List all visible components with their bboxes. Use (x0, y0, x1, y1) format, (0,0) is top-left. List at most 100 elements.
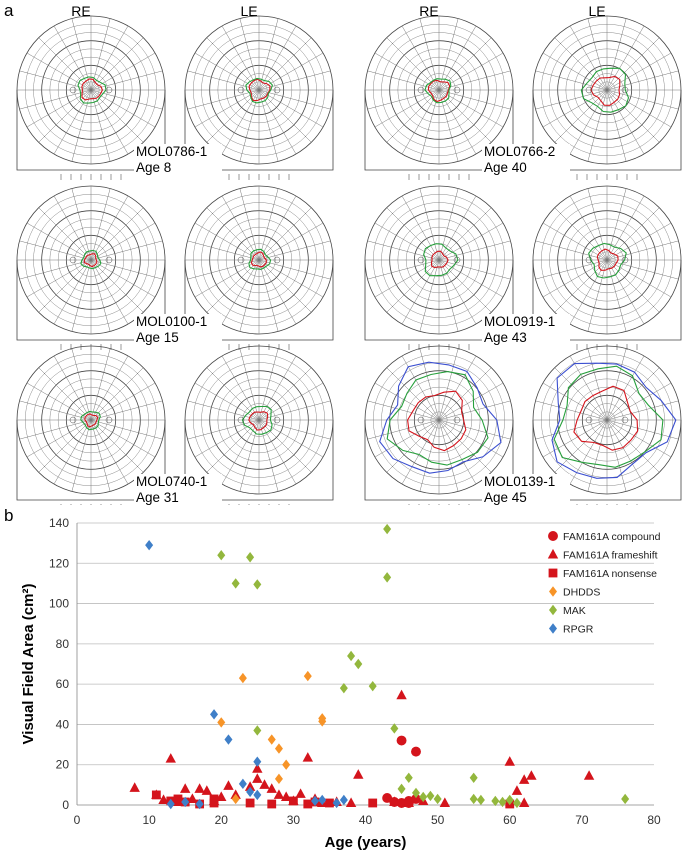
chart-frame (364, 90, 514, 171)
meridian-line (386, 89, 440, 143)
meridian-line (606, 188, 627, 261)
meridian-line (239, 18, 260, 91)
isopter-trace (423, 243, 459, 277)
meridian-line (569, 355, 608, 421)
meridian-line (258, 419, 324, 458)
data-point (353, 769, 364, 779)
chart-frame (16, 260, 166, 341)
meridian-line (438, 18, 459, 91)
meridian-line (71, 419, 92, 492)
meridian-line (90, 207, 144, 261)
meridian-line (606, 89, 645, 155)
meridian-line (606, 52, 672, 91)
meridian-line (71, 259, 92, 332)
meridian-line (258, 419, 279, 492)
meridian-line (90, 89, 156, 128)
meridian-line (258, 259, 331, 280)
visual-field-chart (16, 185, 166, 350)
legend-marker (548, 568, 558, 578)
meridian-line (386, 37, 440, 91)
meridian-line (386, 419, 440, 473)
meridian-line (258, 52, 324, 91)
meridian-line (90, 37, 144, 91)
meridian-line (554, 419, 608, 473)
subject-label-bg (134, 144, 222, 176)
data-point (217, 717, 226, 728)
meridian-line (569, 419, 608, 485)
data-point (411, 787, 420, 799)
data-point (383, 523, 392, 535)
x-tick-label: 20 (215, 813, 229, 827)
legend-label: FAM161A frameshift (563, 550, 658, 562)
x-tick-label: 70 (575, 813, 589, 827)
meridian-line (258, 240, 331, 261)
data-point (382, 792, 393, 803)
meridian-line (606, 89, 672, 128)
meridian-line (53, 355, 92, 421)
meridian-line (239, 419, 260, 492)
meridian-line (221, 195, 260, 261)
blind-spot-marker (585, 256, 593, 264)
meridian-line (374, 259, 440, 298)
meridian-line (258, 188, 279, 261)
data-point (368, 798, 378, 808)
meridian-line (438, 222, 504, 261)
meridian-line (401, 195, 440, 261)
chart-frame (364, 420, 514, 501)
meridian-line (438, 52, 504, 91)
data-point (345, 797, 357, 807)
series-mak (217, 523, 630, 809)
eye-header-re: RE (71, 3, 90, 19)
data-point (396, 689, 407, 700)
meridian-line (53, 195, 92, 261)
data-point (302, 752, 313, 762)
meridian-line (258, 89, 312, 143)
isopter-trace (77, 76, 107, 104)
meridian-line (90, 18, 111, 91)
data-point (282, 759, 291, 770)
meridian-line (258, 25, 297, 91)
data-point (145, 539, 154, 551)
data-point (151, 790, 161, 800)
meridian-line (542, 52, 608, 91)
blind-spot-marker (453, 86, 461, 94)
meridian-line (419, 419, 440, 492)
isopter-trace (407, 390, 467, 452)
meridian-line (90, 89, 144, 143)
meridian-line (206, 367, 260, 421)
meridian-line (542, 259, 608, 298)
meridian-line (26, 52, 92, 91)
meridian-line (386, 207, 440, 261)
isopter-trace (83, 253, 98, 268)
x-tick-label: 10 (142, 813, 156, 827)
meridian-line (206, 89, 260, 143)
chart-frame (16, 420, 166, 501)
visual-field-chart (184, 15, 334, 180)
meridian-line (90, 419, 129, 485)
meridian-line (258, 419, 297, 485)
meridian-line (19, 259, 92, 280)
isopter-trace (84, 413, 99, 428)
blind-spot-marker (273, 86, 281, 94)
meridian-line (587, 89, 608, 162)
meridian-line (71, 188, 92, 261)
meridian-line (258, 89, 279, 162)
meridian-line (258, 259, 279, 332)
data-point (259, 779, 270, 789)
meridian-line (194, 52, 260, 91)
data-point (512, 797, 521, 809)
isopter-trace (580, 67, 630, 113)
meridian-line (401, 25, 440, 91)
meridian-line (194, 89, 260, 128)
blind-spot-marker (237, 86, 245, 94)
data-point (433, 793, 442, 805)
series-fam161a-frameshift (129, 689, 595, 807)
meridian-line (367, 89, 440, 110)
meridian-line (258, 89, 324, 128)
meridian-line (221, 25, 260, 91)
legend-label: MAK (563, 605, 586, 617)
meridian-line (438, 419, 477, 485)
meridian-line (606, 89, 660, 143)
meridian-line (367, 259, 440, 280)
legend-label: DHDDS (563, 587, 600, 599)
